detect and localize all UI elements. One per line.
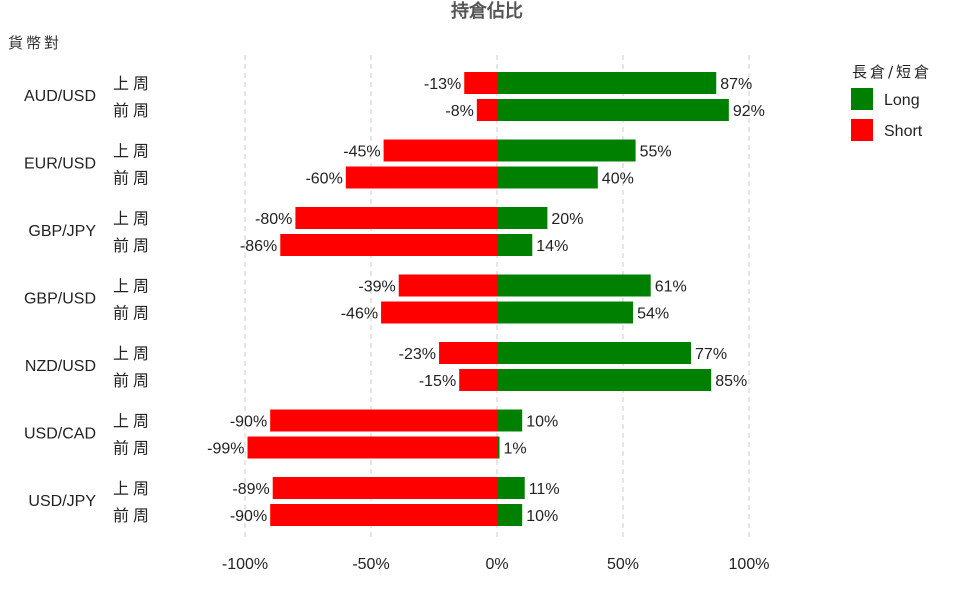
category-label: GBP/JPY bbox=[28, 223, 96, 240]
bar-short bbox=[272, 477, 497, 499]
legend-label-long: Long bbox=[884, 92, 920, 109]
bar-short bbox=[476, 99, 497, 121]
legend-swatch-long bbox=[851, 88, 873, 110]
x-tick-label: -50% bbox=[352, 556, 389, 573]
chart-title: 持倉佔比 bbox=[451, 0, 523, 22]
period-label: 上周 bbox=[113, 209, 153, 228]
data-label-short: -60% bbox=[305, 171, 342, 188]
data-label-long: 77% bbox=[695, 346, 727, 363]
bar-long bbox=[497, 436, 500, 459]
bar-long bbox=[497, 72, 717, 94]
period-label: 前周 bbox=[113, 304, 153, 323]
bar-short bbox=[439, 342, 497, 364]
category-label: EUR/USD bbox=[24, 156, 96, 173]
x-tick-label: 0% bbox=[485, 556, 508, 573]
legend-title: 長倉/短倉 bbox=[852, 63, 932, 81]
bar-short bbox=[247, 436, 497, 459]
bar-short bbox=[464, 72, 497, 94]
data-label-short: -39% bbox=[358, 279, 395, 296]
category-label: AUD/USD bbox=[24, 88, 96, 105]
bar-short bbox=[345, 166, 497, 189]
legend-label-short: Short bbox=[884, 123, 923, 140]
x-tick-label: -100% bbox=[222, 556, 268, 573]
legend: 長倉/短倉 Long Short bbox=[851, 63, 932, 141]
data-label-long: 20% bbox=[551, 211, 583, 228]
bar-long bbox=[497, 99, 729, 121]
bar-short bbox=[295, 207, 497, 229]
category-label: GBP/USD bbox=[24, 291, 96, 308]
period-label: 前周 bbox=[113, 236, 153, 255]
data-label-short: -90% bbox=[230, 508, 267, 525]
bar-long bbox=[497, 409, 523, 432]
period-label: 前周 bbox=[113, 169, 153, 188]
bars bbox=[247, 72, 729, 526]
period-label: 前周 bbox=[113, 101, 153, 120]
grid-lines bbox=[244, 55, 750, 540]
data-label-short: -89% bbox=[232, 481, 269, 498]
bar-short bbox=[270, 409, 497, 432]
bar-short bbox=[381, 301, 497, 324]
bar-long bbox=[497, 207, 548, 229]
x-axis-ticks: -100% -50% 0% 50% 100% bbox=[222, 556, 770, 573]
bar-long bbox=[497, 342, 692, 364]
period-label: 前周 bbox=[113, 439, 153, 458]
data-label-long: 85% bbox=[715, 373, 747, 390]
data-label-long: 10% bbox=[526, 414, 558, 431]
period-label: 上周 bbox=[113, 412, 153, 431]
period-label: 上周 bbox=[113, 344, 153, 363]
data-label-short: -46% bbox=[341, 306, 378, 323]
data-label-long: 61% bbox=[655, 279, 687, 296]
category-label: NZD/USD bbox=[25, 358, 96, 375]
data-labels: -13% 87% -8% 92% -45% 55% -60% 40% -80% 20% -86% 14… bbox=[207, 76, 765, 525]
data-label-short: -45% bbox=[343, 144, 380, 161]
y-axis-title: 貨幣對 bbox=[8, 34, 62, 52]
bar-long bbox=[497, 369, 712, 391]
data-label-long: 10% bbox=[526, 508, 558, 525]
data-label-short: -80% bbox=[255, 211, 292, 228]
data-label-long: 1% bbox=[504, 441, 527, 458]
data-label-long: 92% bbox=[733, 103, 765, 120]
bar-long bbox=[497, 301, 634, 324]
period-label: 上周 bbox=[113, 277, 153, 296]
bar-short bbox=[270, 504, 497, 526]
category-label: USD/JPY bbox=[28, 493, 96, 510]
period-label: 前周 bbox=[113, 506, 153, 525]
bar-long bbox=[497, 234, 533, 256]
data-label-short: -15% bbox=[419, 373, 456, 390]
period-label: 上周 bbox=[113, 479, 153, 498]
period-label: 上周 bbox=[113, 74, 153, 93]
bar-short bbox=[398, 274, 497, 297]
bar-short bbox=[280, 234, 497, 256]
bar-short bbox=[459, 369, 497, 391]
x-tick-label: 100% bbox=[729, 556, 770, 573]
bar-long bbox=[497, 139, 636, 162]
bar-long bbox=[497, 166, 598, 189]
data-label-long: 14% bbox=[536, 238, 568, 255]
data-label-long: 40% bbox=[602, 171, 634, 188]
x-tick-label: 50% bbox=[607, 556, 639, 573]
period-label: 上周 bbox=[113, 142, 153, 161]
data-label-long: 87% bbox=[720, 76, 752, 93]
data-label-short: -90% bbox=[230, 414, 267, 431]
legend-swatch-short bbox=[851, 119, 873, 141]
bar-long bbox=[497, 504, 523, 526]
bar-long bbox=[497, 274, 651, 297]
data-label-long: 54% bbox=[637, 306, 669, 323]
data-label-long: 55% bbox=[640, 144, 672, 161]
period-label: 前周 bbox=[113, 371, 153, 390]
data-label-long: 11% bbox=[529, 481, 560, 498]
data-label-short: -99% bbox=[207, 441, 244, 458]
data-label-short: -8% bbox=[445, 103, 473, 120]
category-label: USD/CAD bbox=[24, 426, 96, 443]
data-label-short: -23% bbox=[399, 346, 436, 363]
data-label-short: -13% bbox=[424, 76, 461, 93]
data-label-short: -86% bbox=[240, 238, 277, 255]
category-labels: AUD/USD上周前周EUR/USD上周前周GBP/JPY上周前周GBP/USD… bbox=[24, 74, 153, 525]
bar-long bbox=[497, 477, 525, 499]
bar-short bbox=[383, 139, 497, 162]
